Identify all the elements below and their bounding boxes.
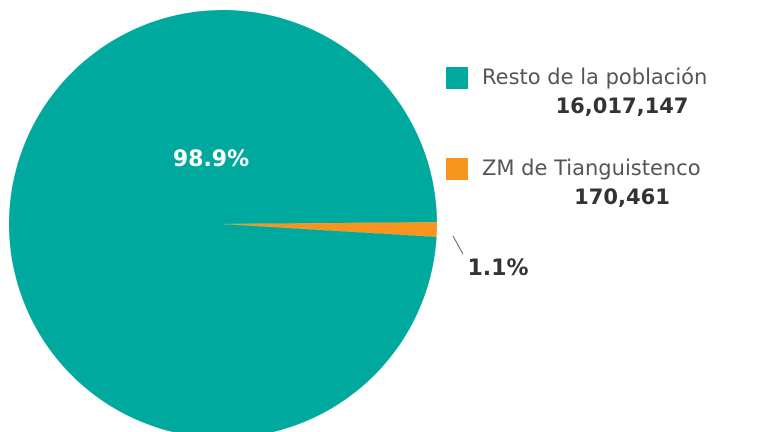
legend-swatch: [446, 158, 468, 180]
legend-label: ZM de Tianguistenco: [482, 156, 701, 180]
pie-slice: [223, 222, 437, 237]
legend-population: 170,461: [574, 185, 670, 209]
leader-line: [452, 235, 464, 255]
legend-label: Resto de la población: [482, 65, 707, 89]
legend-swatch: [446, 67, 468, 89]
slice-label: 98.9%: [173, 147, 249, 172]
legend-population: 16,017,147: [556, 94, 689, 118]
pie-slice: [9, 10, 437, 432]
slice-label: 1.1%: [467, 256, 528, 281]
